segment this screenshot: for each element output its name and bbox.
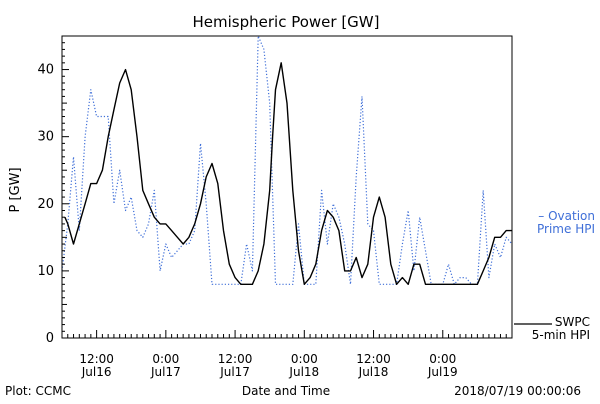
x-tick-label-time: 0:00 [291,352,318,366]
chart-title: Hemispheric Power [GW] [193,13,380,31]
x-tick-label-day: Jul18 [288,365,319,379]
footer-plot-credit: Plot: CCMC [5,384,71,398]
y-tick-label: 0 [46,331,54,346]
legend-ovation-line2: Prime HPI [537,222,595,236]
footer-timestamp: 2018/07/19 00:00:06 [454,384,581,398]
y-tick-label: 40 [37,63,54,78]
x-tick-label-time: 12:00 [79,352,114,366]
legend-swpc-line1: SWPC [555,315,590,329]
x-tick-label-day: Jul18 [358,365,389,379]
y-tick-label: 20 [37,197,54,212]
legend-swpc-line2: 5-min HPI [532,328,590,342]
axes: 01020304012:00Jul160:00Jul1712:00Jul170:… [37,35,513,379]
y-tick-label: 30 [37,130,54,145]
x-tick-label-day: Jul19 [427,365,458,379]
x-tick-label-time: 0:00 [152,352,179,366]
x-tick-label-time: 12:00 [356,352,391,366]
x-tick-label-day: Jul17 [219,365,250,379]
series-line-ovation-prime [61,35,513,285]
legend-ovation-line1: – Ovation [538,209,595,223]
series-line-swpc [64,62,512,285]
legend: – Ovation Prime HPI SWPC 5-min HPI [514,209,595,342]
y-tick-label: 10 [37,264,54,279]
x-axis-label: Date and Time [242,384,330,398]
x-tick-label-time: 12:00 [218,352,253,366]
x-tick-label-time: 0:00 [429,352,456,366]
x-tick-label-day: Jul16 [81,365,112,379]
y-axis-label: P [GW] [8,167,23,212]
x-tick-label-day: Jul17 [150,365,181,379]
plot-area [61,35,513,285]
